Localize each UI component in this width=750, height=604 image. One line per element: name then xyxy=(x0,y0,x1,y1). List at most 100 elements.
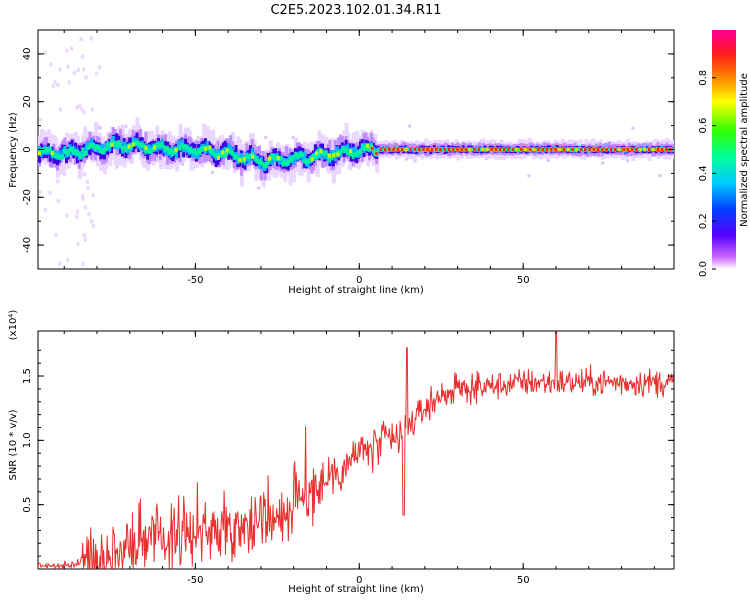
heat-cell xyxy=(227,147,231,160)
heat-core xyxy=(217,156,220,160)
heat-cell xyxy=(216,153,220,159)
heat-cell xyxy=(74,149,78,155)
heat-cell xyxy=(263,163,267,168)
heat-cell xyxy=(355,152,359,157)
heat-cell xyxy=(99,148,103,154)
speckle xyxy=(81,193,84,198)
colorbar-label: Normalized spectral amplitude xyxy=(739,73,750,227)
speckle xyxy=(84,75,88,80)
heat-peak xyxy=(396,148,399,151)
heat-cell xyxy=(339,150,343,155)
heat-peak xyxy=(503,148,506,151)
heat-cell xyxy=(142,144,146,153)
speckle xyxy=(82,67,86,72)
heat-cell xyxy=(539,148,543,151)
speckle xyxy=(79,36,83,41)
heat-cell xyxy=(577,147,581,150)
speckle xyxy=(91,223,95,228)
heat-core xyxy=(204,146,208,151)
heat-peak xyxy=(477,148,480,151)
heat-cell xyxy=(303,151,307,160)
y-tick-label: -20 xyxy=(22,189,33,205)
heat-cell xyxy=(598,148,602,151)
heat-cell xyxy=(178,140,182,149)
heat-cell xyxy=(220,153,224,158)
heat-core xyxy=(268,156,272,161)
heat-peak xyxy=(562,148,566,151)
heat-peak xyxy=(622,148,625,151)
heat-cell xyxy=(83,151,87,157)
heat-cell xyxy=(223,146,227,155)
heat-cell xyxy=(108,143,112,148)
heat-cell xyxy=(301,152,305,158)
heat-cell xyxy=(130,143,133,149)
heat-core xyxy=(251,154,255,159)
speckle xyxy=(257,186,261,190)
heat-peak xyxy=(528,148,532,151)
heat-cell xyxy=(551,148,555,151)
heat-peak xyxy=(660,148,664,151)
heat-cell xyxy=(496,148,499,152)
heat-cell xyxy=(483,148,487,151)
speckle xyxy=(86,186,90,191)
heat-cell xyxy=(178,145,182,151)
heat-cell xyxy=(229,135,233,155)
heat-cell xyxy=(239,157,243,163)
heat-cell xyxy=(304,159,308,164)
speckle xyxy=(70,46,73,51)
heat-cell xyxy=(230,151,234,156)
heat-core xyxy=(404,147,408,152)
speckle xyxy=(38,117,42,122)
heat-peak xyxy=(375,152,378,155)
heat-peak xyxy=(549,148,553,151)
y-tick-label: 0.5 xyxy=(22,497,33,513)
speckle xyxy=(210,170,214,174)
heat-peak xyxy=(370,146,374,150)
heat-cell xyxy=(294,152,297,161)
speckle xyxy=(76,242,80,247)
heat-cell xyxy=(77,152,81,161)
heat-cell xyxy=(517,148,521,153)
heat-cell xyxy=(315,151,319,160)
heat-cell xyxy=(346,150,350,156)
heat-cell xyxy=(377,149,380,152)
heat-peak xyxy=(473,148,476,151)
speckle xyxy=(65,48,69,53)
heat-cell xyxy=(445,148,449,151)
heat-peak xyxy=(537,148,540,151)
heat-cell xyxy=(483,148,487,153)
heat-cell xyxy=(110,140,114,154)
heat-cell xyxy=(56,154,59,159)
heat-peak xyxy=(490,148,493,151)
heat-peak xyxy=(626,148,630,151)
heat-cell xyxy=(155,142,159,148)
colorbar-tick-label: 0.6 xyxy=(698,118,709,134)
speckle xyxy=(65,213,69,218)
heat-cell xyxy=(75,150,79,156)
heat-cell xyxy=(589,149,593,152)
heat-cell xyxy=(167,149,171,154)
speckle xyxy=(83,237,87,242)
heat-core xyxy=(515,147,519,152)
heat-cell xyxy=(492,148,496,151)
heat-peak xyxy=(584,148,587,151)
y-tick-label: 0 xyxy=(22,146,33,152)
heat-cell xyxy=(283,159,287,165)
heat-cell xyxy=(70,139,74,153)
x-tick-label: -50 xyxy=(187,575,203,586)
heat-cell xyxy=(256,158,260,164)
heat-cell xyxy=(182,145,186,151)
speckle xyxy=(626,159,630,163)
heat-cell xyxy=(337,149,341,155)
heat-cell xyxy=(169,149,173,158)
heat-cell xyxy=(57,155,61,160)
heat-peak xyxy=(588,148,591,151)
heat-core xyxy=(221,150,225,155)
heat-cell xyxy=(295,153,299,159)
heat-cell xyxy=(72,150,76,155)
heat-peak xyxy=(635,148,638,151)
heat-cell xyxy=(239,152,243,161)
speckle xyxy=(75,105,79,110)
heat-cell xyxy=(317,146,321,155)
heat-cell xyxy=(236,156,240,165)
